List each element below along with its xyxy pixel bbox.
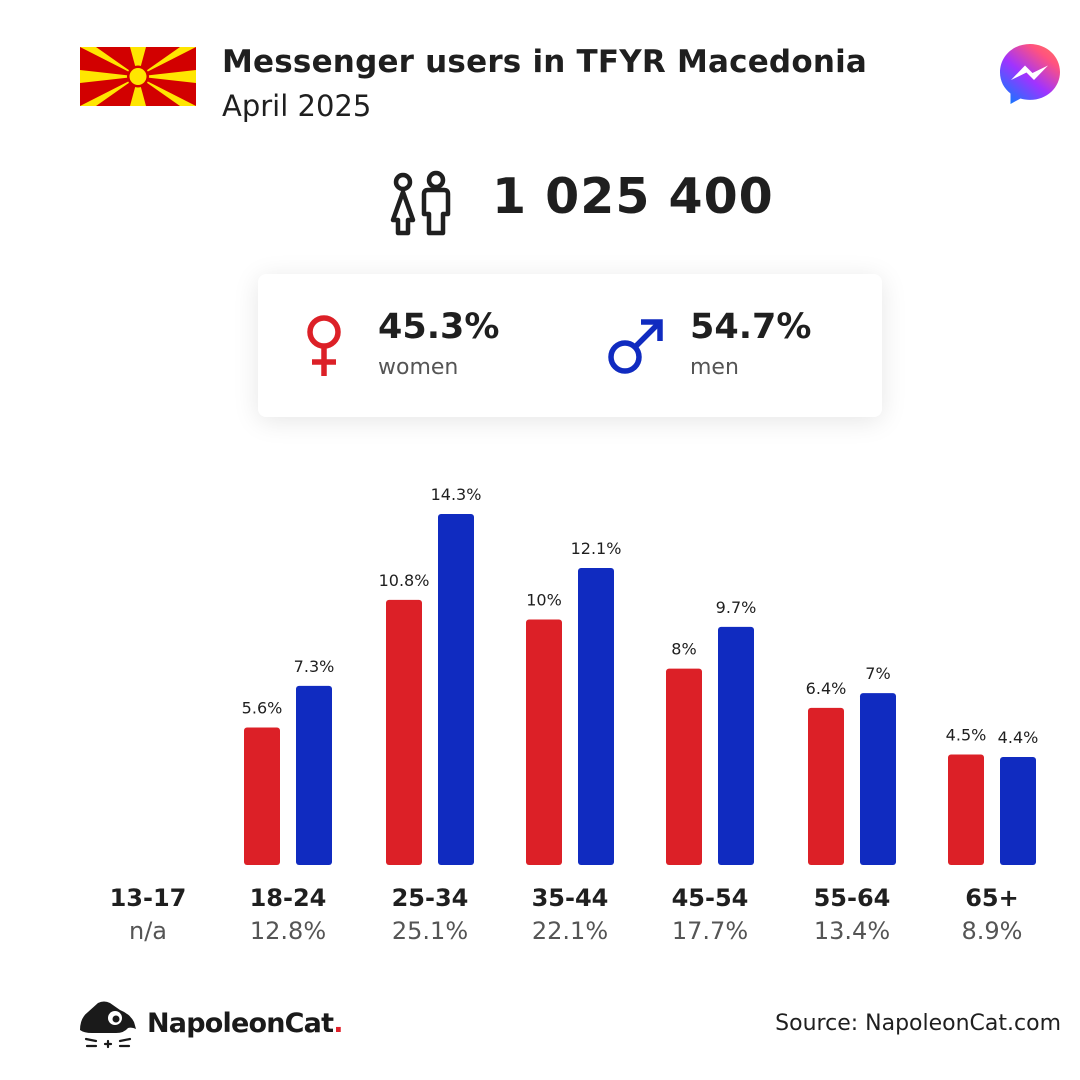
bar-women-35-44 [526, 619, 562, 865]
men-label: men [690, 355, 739, 380]
bar-women-65+ [948, 754, 984, 865]
brand-name: NapoleonCat [147, 1008, 334, 1039]
bar-men-25-34 [438, 514, 474, 865]
age-group-share: 22.1% [531, 917, 609, 945]
age-group-share: 25.1% [391, 917, 469, 945]
bar-men-65+ [1000, 757, 1036, 865]
age-group-label: 35-44 [531, 884, 609, 912]
page-subtitle: April 2025 [222, 89, 372, 123]
data-label-men-65+: 4.4% [998, 728, 1039, 747]
gender-split-card: 45.3% women 54.7% men [258, 274, 882, 417]
bar-men-45-54 [718, 626, 754, 865]
age-group-label: 25-34 [391, 884, 469, 912]
age-group-share: 8.9% [961, 917, 1023, 945]
bar-men-18-24 [296, 685, 332, 865]
bar-men-55-64 [860, 693, 896, 865]
age-group-label: 45-54 [671, 884, 749, 912]
age-group-share: 17.7% [671, 917, 749, 945]
data-label-women-25-34: 10.8% [379, 571, 430, 590]
data-label-women-65+: 4.5% [946, 726, 987, 745]
age-group-label: 18-24 [249, 884, 327, 912]
age-group-label: 13-17 [109, 884, 187, 912]
data-label-women-45-54: 8% [671, 640, 696, 659]
people-icon [390, 170, 451, 236]
bar-women-25-34 [386, 599, 422, 865]
north-macedonia-flag-icon [80, 47, 196, 106]
age-group-share: n/a [128, 917, 167, 945]
napoleoncat-brand: NapoleonCat. [147, 1008, 343, 1039]
age-group-label: 55-64 [813, 884, 891, 912]
data-label-women-18-24: 5.6% [242, 699, 283, 718]
source-credit: Source: NapoleonCat.com [775, 1011, 1061, 1036]
data-label-men-25-34: 14.3% [431, 485, 482, 504]
brand-dot: . [333, 1008, 343, 1039]
data-label-men-55-64: 7% [865, 664, 890, 683]
male-symbol-icon [608, 319, 663, 374]
data-label-men-18-24: 7.3% [294, 657, 335, 676]
age-group-share: 13.4% [813, 917, 891, 945]
female-symbol-icon [307, 315, 341, 376]
age-group-share: 12.8% [249, 917, 327, 945]
napoleoncat-logo-icon [80, 1001, 136, 1049]
data-label-men-45-54: 9.7% [716, 598, 757, 617]
total-users: 1 025 400 [492, 168, 774, 225]
messenger-logo-icon [1000, 44, 1060, 104]
bar-women-55-64 [808, 707, 844, 865]
age-gender-bar-chart: 5.6% 7.3% 10.8% 14.3% 10% 12.1% 8% 9.7% 6.4% 7% 4.… [242, 485, 1039, 865]
age-group-label: 65+ [965, 884, 1019, 912]
women-label: women [378, 355, 459, 380]
data-label-women-35-44: 10% [526, 591, 562, 610]
bar-women-18-24 [244, 727, 280, 865]
men-percentage: 54.7% [690, 307, 812, 347]
data-label-men-35-44: 12.1% [571, 539, 622, 558]
data-label-women-55-64: 6.4% [806, 679, 847, 698]
bar-women-45-54 [666, 668, 702, 865]
women-percentage: 45.3% [378, 307, 500, 347]
page-title: Messenger users in TFYR Macedonia [222, 44, 868, 80]
bar-men-35-44 [578, 568, 614, 865]
